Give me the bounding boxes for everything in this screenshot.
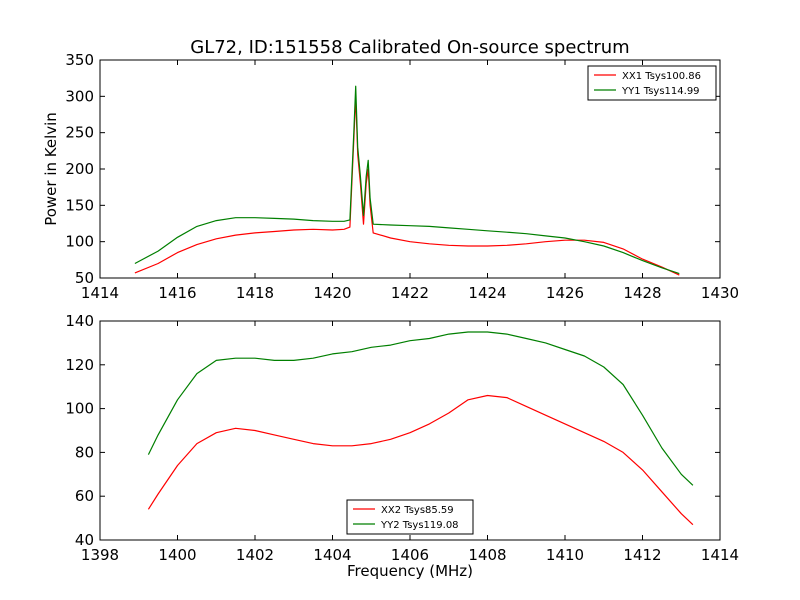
y-tick-label: 50 [75,269,94,287]
legend: XX2 Tsys85.59 YY2 Tsys119.08 [346,499,474,535]
y-tick-label: 40 [75,531,94,549]
x-tick-label: 1406 [391,546,429,564]
top-panel: 1414 1416 1418 1420 1422 1424 1426 1428 1430 50 10… [42,51,739,302]
x-tick-label: 1402 [236,546,274,564]
legend-box [587,65,717,101]
x-tick-label: 1428 [623,284,661,302]
y-tick-label: 250 [65,124,94,142]
x-tick-label: 1424 [468,284,506,302]
x-tick-label: 1400 [158,546,196,564]
x-tick-label: 1418 [236,284,274,302]
y-tick-label: 140 [65,312,94,330]
series-line-xx2 [147,394,694,526]
x-tick-label: 1412 [623,546,661,564]
x-tick-label: 1410 [546,546,584,564]
legend: XX1 Tsys100.86 YY1 Tsys114.99 [587,65,717,101]
bottom-panel: 1398 1400 1402 1404 1406 1408 1410 1412 1414 40 60… [65,312,739,580]
x-tick-label: 1416 [158,284,196,302]
x-tick-label: 1420 [313,284,351,302]
legend-entry: YY2 Tsys119.08 [380,520,459,531]
y-tick-label: 300 [65,87,94,105]
y-tick-label: 100 [65,233,94,251]
y-tick-label: 350 [65,51,94,69]
x-axis-label: Frequency (MHz) [347,562,473,580]
x-tick-label: 1414 [81,284,119,302]
series-line-yy1 [134,85,680,275]
y-axis-label: Power in Kelvin [42,112,60,226]
legend-entry: XX2 Tsys85.59 [381,505,454,516]
x-tick-label: 1408 [468,546,506,564]
y-tick-label: 150 [65,196,94,214]
legend-box [346,499,474,535]
y-tick-label: 100 [65,400,94,418]
series-line-xx1 [134,95,680,276]
x-tick-label: 1404 [313,546,351,564]
y-tick-label: 60 [75,487,94,505]
y-tick-label: 80 [75,443,94,461]
y-tick-label: 200 [65,160,94,178]
chart-title: GL72, ID:151558 Calibrated On-source spe… [190,37,629,58]
x-tick-label: 1430 [701,284,739,302]
legend-entry: XX1 Tsys100.86 [622,71,701,82]
x-tick-label: 1426 [546,284,584,302]
x-tick-label: 1398 [81,546,119,564]
x-tick-label: 1414 [701,546,739,564]
legend-entry: YY1 Tsys114.99 [621,86,700,97]
y-tick-label: 120 [65,356,94,374]
x-tick-label: 1422 [391,284,429,302]
series-line-yy2 [147,331,694,486]
